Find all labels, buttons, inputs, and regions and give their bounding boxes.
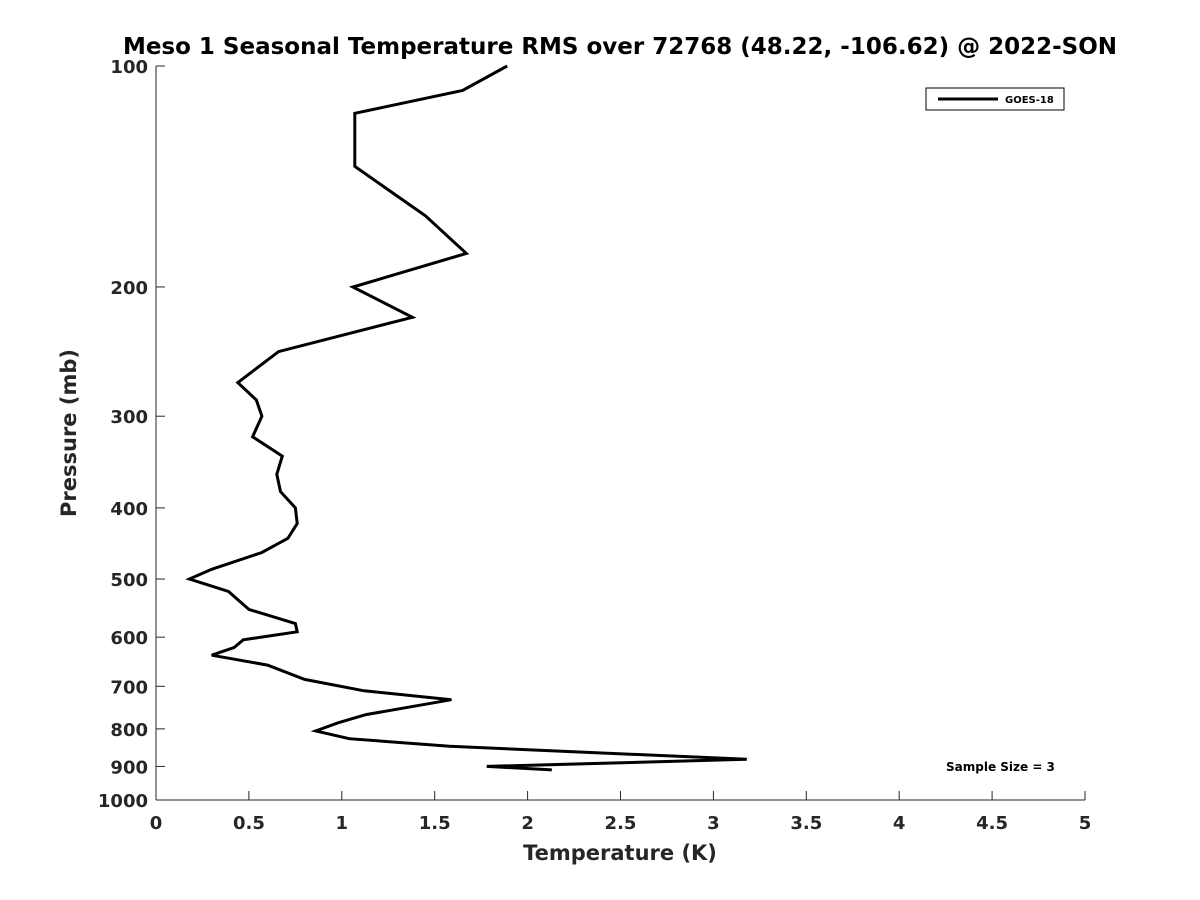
legend: GOES-18 <box>925 87 1065 111</box>
y-tick-label: 400 <box>110 499 148 520</box>
x-tick-label: 3.5 <box>790 813 822 834</box>
y-tick-label: 900 <box>110 757 148 778</box>
x-tick-label: 0.5 <box>233 813 265 834</box>
axes: 0 0.5 1 1.5 2 2.5 3 3.5 4 4.5 5 100 200 300 400 500 600 7… <box>98 57 1091 834</box>
x-tick-label: 0 <box>150 813 163 834</box>
x-axis-label: Temperature (K) <box>523 841 717 865</box>
y-tick-label: 300 <box>110 407 148 428</box>
y-tick-label: 200 <box>110 278 148 299</box>
y-axis-label: Pressure (mb) <box>57 349 81 517</box>
series-layer <box>185 64 747 772</box>
x-tick-label: 5 <box>1079 813 1092 834</box>
y-tick-label: 100 <box>110 57 148 78</box>
x-tick-label: 1.5 <box>419 813 451 834</box>
y-tick-label: 1000 <box>98 791 148 812</box>
sample-size-annotation: Sample Size = 3 <box>946 760 1055 774</box>
x-tick-label: 2.5 <box>605 813 637 834</box>
x-tick-label: 1 <box>336 813 349 834</box>
chart-title: Meso 1 Seasonal Temperature RMS over 727… <box>123 34 1117 60</box>
y-tick-label: 600 <box>110 628 148 649</box>
series-line-goes-18 <box>185 64 747 772</box>
x-tick-label: 4.5 <box>976 813 1008 834</box>
y-tick-label: 800 <box>110 720 148 741</box>
y-tick-label: 500 <box>110 570 148 591</box>
x-tick-label: 2 <box>521 813 534 834</box>
y-tick-label: 700 <box>110 677 148 698</box>
x-tick-label: 4 <box>893 813 906 834</box>
x-tick-label: 3 <box>707 813 720 834</box>
legend-entry-goes-18: GOES-18 <box>1005 95 1054 106</box>
